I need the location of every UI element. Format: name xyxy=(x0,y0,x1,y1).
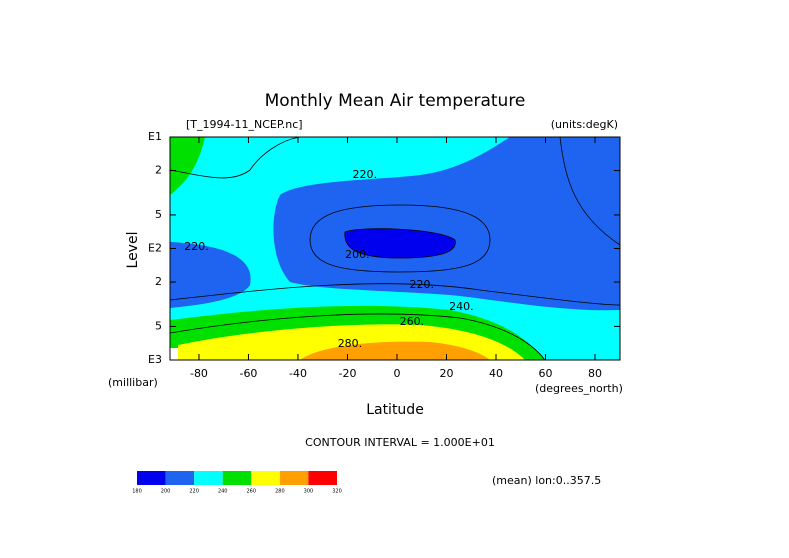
colorbar-box xyxy=(194,471,223,485)
colorbar-box xyxy=(137,471,166,485)
y-axis-label: Level xyxy=(125,232,141,269)
contour-label: 220. xyxy=(353,168,378,181)
contour-fills xyxy=(170,137,620,360)
y-tick-label: 5 xyxy=(155,208,162,221)
x-tick-label: 60 xyxy=(538,367,552,380)
colorbar-label: 180 xyxy=(132,489,142,495)
undefined-region xyxy=(170,348,178,360)
y-units: (millibar) xyxy=(108,376,158,389)
x-tick-label: 40 xyxy=(489,367,503,380)
colorbar-box xyxy=(308,471,337,485)
colorbar-box xyxy=(279,471,309,485)
y-tick-label: E3 xyxy=(148,353,162,366)
contour-fill xyxy=(273,137,620,311)
subtitle-left: [T_1994-11_NCEP.nc] xyxy=(186,118,303,131)
contour-line xyxy=(309,204,491,273)
contour-fill xyxy=(170,137,205,195)
colorbar-label: 320 xyxy=(332,489,342,495)
footer: CONTOUR INTERVAL = 1.000E+01 xyxy=(305,436,495,449)
contour-fill xyxy=(344,228,456,258)
contour-label: 220. xyxy=(409,278,434,291)
contour-label: 200. xyxy=(345,248,370,261)
note: (mean) lon:0..357.5 xyxy=(492,474,601,487)
contour-line xyxy=(344,228,456,259)
contour-line xyxy=(169,283,621,306)
contour-label: 280. xyxy=(338,337,363,350)
x-axis-label: Latitude xyxy=(366,402,424,418)
contour-line xyxy=(169,136,301,179)
colorbar-label: 300 xyxy=(304,489,314,495)
y-tick-label: 2 xyxy=(155,275,162,288)
contour-line xyxy=(559,136,621,246)
x-tick-label: -20 xyxy=(338,367,356,380)
x-units: (degrees_north) xyxy=(535,382,623,395)
contour-label: 260. xyxy=(400,315,425,328)
contour-label: 220. xyxy=(184,240,209,253)
x-tick-label: 0 xyxy=(393,367,400,380)
colorbar-label: 280 xyxy=(275,489,285,495)
colorbar-label: 260 xyxy=(247,489,257,495)
contour-lines xyxy=(169,136,621,361)
colorbar-box xyxy=(251,471,280,485)
contour-line xyxy=(169,313,546,361)
colorbar-box xyxy=(165,471,195,485)
chart-title: Monthly Mean Air temperature xyxy=(265,91,526,111)
y-tick-label: 2 xyxy=(155,164,162,177)
colorbar-label: 220 xyxy=(189,489,199,495)
x-tick-label: -40 xyxy=(289,367,307,380)
colorbar-box xyxy=(222,471,252,485)
contour-label: 240. xyxy=(449,300,474,313)
x-tick-label: -80 xyxy=(190,367,208,380)
x-tick-label: 20 xyxy=(439,367,453,380)
y-tick-label: 5 xyxy=(155,319,162,332)
y-tick-label: E2 xyxy=(148,242,162,255)
contour-fill xyxy=(170,242,251,308)
colorbar-label: 240 xyxy=(218,489,228,495)
x-tick-label: 80 xyxy=(588,367,602,380)
subtitle-right: (units:degK) xyxy=(551,118,618,131)
colorbar-label: 200 xyxy=(161,489,171,495)
y-tick-label: E1 xyxy=(148,130,162,143)
x-tick-label: -60 xyxy=(239,367,257,380)
